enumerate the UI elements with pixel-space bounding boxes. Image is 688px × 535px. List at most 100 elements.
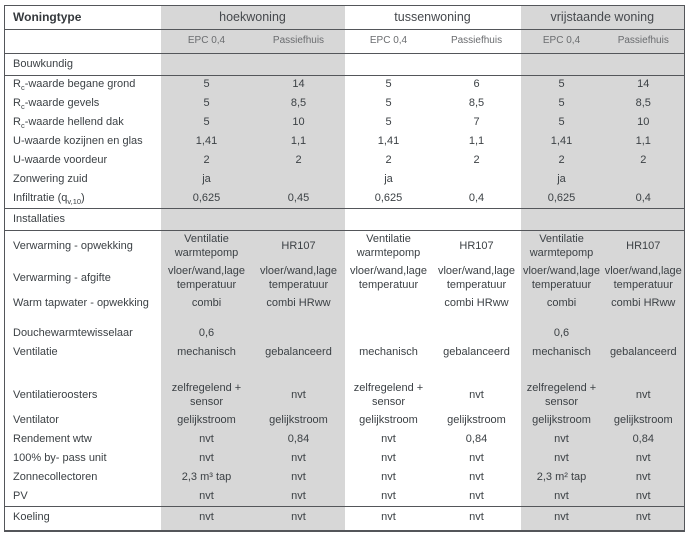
- value-cell: 5: [344, 113, 433, 133]
- section-header-row: Bouwkundig: [4, 53, 685, 76]
- value-cell: 0,6: [160, 324, 253, 344]
- value-cell: mechanisch: [344, 343, 433, 380]
- row-label: Ventilatie: [4, 343, 161, 380]
- row-label: Verwarming - afgifte: [4, 262, 161, 295]
- value-cell: 1,1: [432, 132, 521, 152]
- row-label-text: -waarde gevels: [24, 97, 100, 110]
- row-label-text: -waarde hellend dak: [24, 116, 124, 129]
- table-row: Infiltratie (qv,10) 0,625 0,45 0,625 0,4 0,62…: [4, 189, 685, 209]
- value-cell: nvt: [252, 449, 345, 469]
- value-cell: 0,84: [602, 430, 685, 450]
- value-cell: nvt: [252, 468, 345, 488]
- value-cell: [344, 324, 433, 344]
- value-cell: 1,1: [252, 132, 345, 152]
- row-label: Rc-waarde hellend dak: [4, 113, 161, 133]
- row-label-text: R: [13, 78, 21, 91]
- value-cell: [344, 294, 433, 325]
- value-cell: 2: [520, 151, 603, 171]
- table-row: PV nvt nvt nvt nvt nvt nvt: [4, 487, 685, 507]
- value-cell: nvt: [252, 487, 345, 507]
- section-empty-cell: [252, 208, 345, 231]
- value-cell: nvt: [160, 487, 253, 507]
- row-label: Zonwering zuid: [4, 170, 161, 190]
- value-cell: [432, 324, 521, 344]
- value-cell: zelfregelend + sensor: [520, 379, 603, 412]
- value-cell: [252, 324, 345, 344]
- value-cell: 10: [602, 113, 685, 133]
- value-cell: 0,4: [602, 189, 685, 209]
- value-cell: ja: [520, 170, 603, 190]
- value-cell: vloer/wand,lage temperatuur: [344, 262, 433, 295]
- value-cell: gelijkstroom: [344, 411, 433, 431]
- value-cell: vloer/wand,lage temperatuur: [432, 262, 521, 295]
- section-empty-cell: [252, 53, 345, 76]
- table-row: Douchewarmtewisselaar 0,6 0,6: [4, 324, 685, 344]
- value-cell: nvt: [344, 506, 433, 531]
- value-cell: 2: [252, 151, 345, 171]
- value-cell: 8,5: [252, 94, 345, 114]
- value-cell: combi: [160, 294, 253, 325]
- value-cell: 5: [520, 94, 603, 114]
- subheader-passiefhuis: Passiefhuis: [602, 29, 685, 54]
- value-cell: mechanisch: [520, 343, 603, 380]
- table-row: U-waarde voordeur 2 2 2 2 2 2: [4, 151, 685, 171]
- row-label-text: R: [13, 97, 21, 110]
- value-cell: 2: [344, 151, 433, 171]
- value-cell: nvt: [344, 487, 433, 507]
- value-cell: nvt: [432, 379, 521, 412]
- table-row: Warm tapwater - opwekking combi combi HRww…: [4, 294, 685, 325]
- value-cell: zelfregelend + sensor: [160, 379, 253, 412]
- table-row: Rc-waarde gevels 5 8,5 5 8,5 5 8,5: [4, 94, 685, 114]
- value-cell: HR107: [432, 230, 521, 263]
- value-cell: [432, 170, 521, 190]
- value-cell: nvt: [432, 449, 521, 469]
- row-label: Ventilatieroosters: [4, 379, 161, 412]
- value-cell: vloer/wand,lage temperatuur: [252, 262, 345, 295]
- value-cell: nvt: [520, 449, 603, 469]
- table-row: Ventilatieroosters zelfregelend + sensor n…: [4, 379, 685, 412]
- value-cell: 0,84: [432, 430, 521, 450]
- subheader-empty-cell: [4, 29, 161, 54]
- section-empty-cell: [602, 208, 685, 231]
- value-cell: nvt: [160, 449, 253, 469]
- row-label: Rc-waarde begane grond: [4, 75, 161, 95]
- value-cell: 5: [160, 94, 253, 114]
- table-row: U-waarde kozijnen en glas 1,41 1,1 1,41 1,1 1…: [4, 132, 685, 152]
- row-label: Ventilator: [4, 411, 161, 431]
- row-label-subscript: v,10: [67, 197, 82, 207]
- table-row: Koeling nvt nvt nvt nvt nvt nvt: [4, 506, 685, 531]
- row-label-subscript: c: [20, 121, 25, 131]
- value-cell: nvt: [520, 430, 603, 450]
- value-cell: gelijkstroom: [160, 411, 253, 431]
- value-cell: nvt: [602, 449, 685, 469]
- value-cell: 2,3 m³ tap: [160, 468, 253, 488]
- value-cell: 0,4: [432, 189, 521, 209]
- row-label-text: Infiltratie (q: [13, 191, 68, 204]
- value-cell: ja: [160, 170, 253, 190]
- value-cell: 14: [252, 75, 345, 95]
- value-cell: nvt: [602, 506, 685, 531]
- value-cell: nvt: [602, 468, 685, 488]
- value-cell: nvt: [160, 430, 253, 450]
- value-cell: combi HRww: [252, 294, 345, 325]
- value-cell: nvt: [520, 506, 603, 531]
- value-cell: 0,6: [520, 324, 603, 344]
- row-label: Douchewarmtewisselaar: [4, 324, 161, 344]
- value-cell: nvt: [252, 379, 345, 412]
- woningtype-comparison-table: Woningtype hoekwoning tussenwoning vrijs…: [4, 5, 686, 532]
- value-cell: nvt: [602, 379, 685, 412]
- section-empty-cell: [520, 53, 603, 76]
- column-group-vrijstaande-woning: vrijstaande woning: [520, 5, 685, 30]
- value-cell: vloer/wand,lage temperatuur: [160, 262, 253, 295]
- value-cell: gebalanceerd: [602, 343, 685, 380]
- section-empty-cell: [432, 208, 521, 231]
- table-row: Ventilatie mechanisch gebalanceerd mechanis…: [4, 343, 685, 380]
- value-cell: nvt: [344, 449, 433, 469]
- row-label-subscript: c: [20, 83, 25, 93]
- section-empty-cell: [344, 53, 433, 76]
- value-cell: gebalanceerd: [432, 343, 521, 380]
- value-cell: [602, 324, 685, 344]
- value-cell: 2,3 m² tap: [520, 468, 603, 488]
- value-cell: [252, 170, 345, 190]
